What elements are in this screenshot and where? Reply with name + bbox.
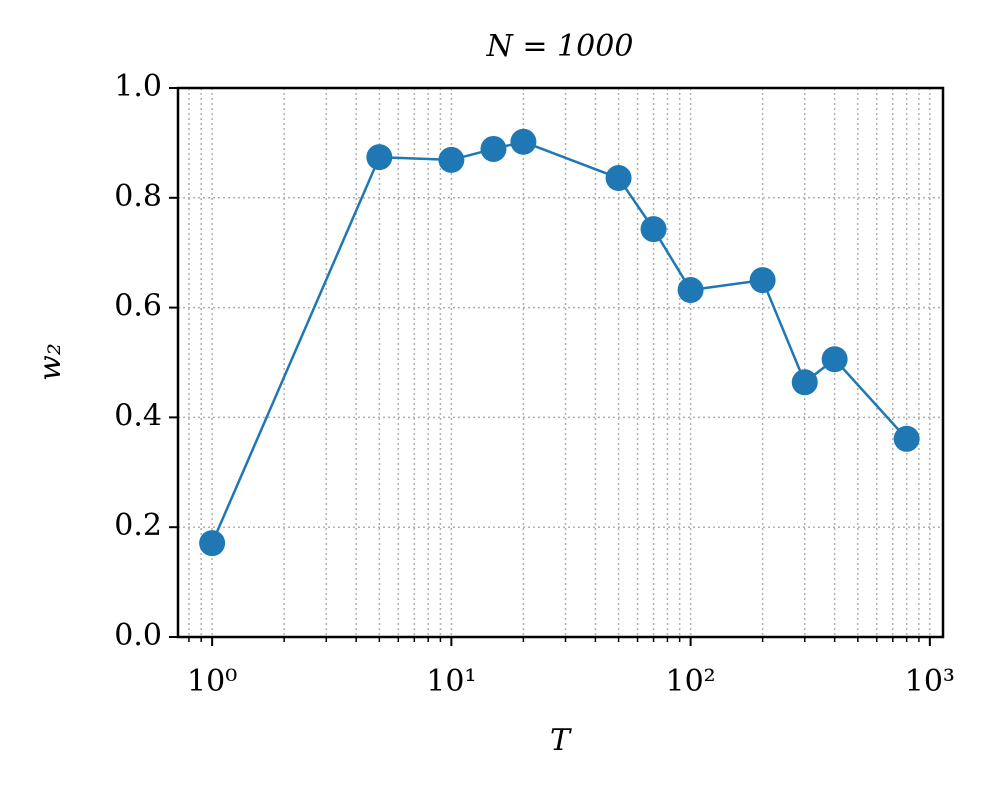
point (605, 165, 632, 192)
y-tick-label: 0.2 (114, 508, 162, 543)
x-tick-label: 10² (666, 664, 716, 699)
point (199, 530, 226, 557)
x-axis-label: T (550, 723, 572, 758)
point (677, 277, 704, 304)
y-axis-label: w₂ (33, 343, 68, 381)
x-tick-label: 10¹ (426, 664, 476, 699)
point (438, 146, 465, 173)
plot-frame (176, 86, 945, 639)
y-tick-label: 0.6 (114, 289, 162, 324)
point (480, 135, 507, 162)
y-tick-label: 0.8 (114, 179, 162, 214)
y-tick-label: 0.0 (114, 618, 162, 653)
point (510, 128, 537, 155)
point (749, 267, 776, 294)
point (366, 144, 393, 171)
x-tick-label: 10³ (905, 664, 955, 699)
series-line (210, 140, 908, 544)
point (821, 346, 848, 373)
y-tick-label: 0.4 (114, 398, 162, 433)
point (791, 369, 818, 396)
chart-title: N = 1000 (486, 29, 634, 64)
point (893, 425, 920, 452)
x-tick-label: 10⁰ (187, 664, 237, 699)
point (640, 216, 667, 243)
y-tick-label: 1.0 (114, 69, 162, 104)
